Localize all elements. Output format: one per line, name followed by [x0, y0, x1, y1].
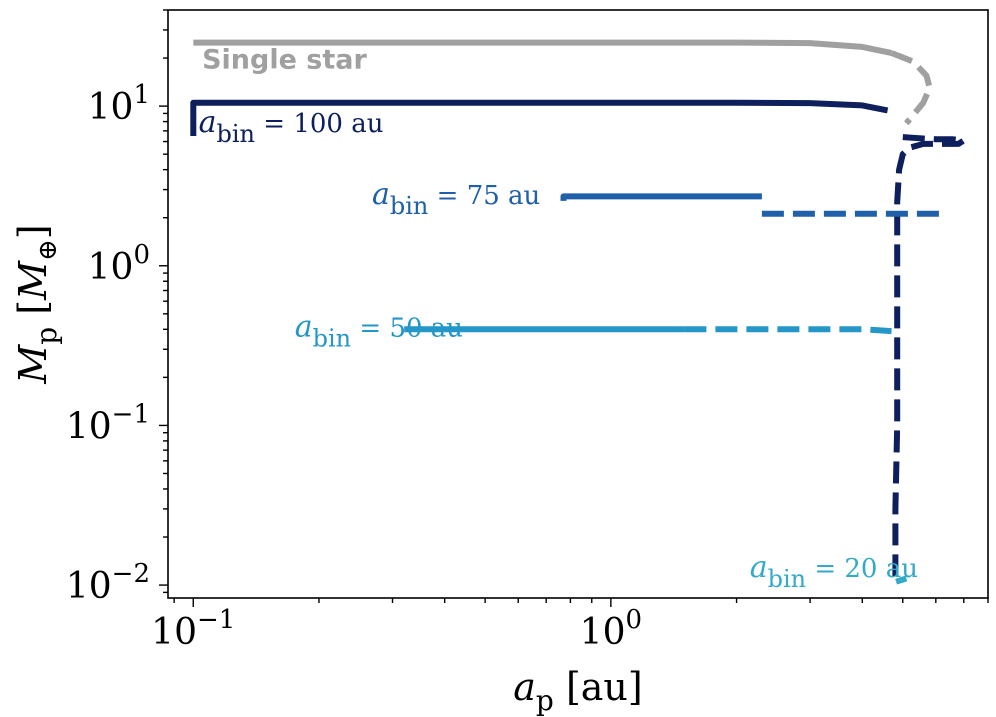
x-tick-label: 100 — [580, 605, 642, 653]
plot-frame — [167, 9, 989, 599]
y-tick-label: 10−1 — [66, 399, 150, 447]
series-1-label: abin = 100 au — [199, 105, 384, 148]
y-tick-label: 100 — [88, 240, 150, 288]
series-4-label: abin = 20 au — [750, 550, 918, 593]
y-tick-label: 101 — [88, 80, 150, 128]
series-2-label: abin = 75 au — [372, 177, 540, 220]
series-0-label: Single star — [202, 45, 367, 76]
series-label-layer: Single star abin = 100 au abin = 75 au abin… — [199, 45, 918, 594]
series-3-dashed-line — [684, 326, 892, 335]
x-axis-label: ap [au] — [513, 665, 642, 717]
series-4-solid-line — [895, 575, 908, 585]
series-1-solid-line — [190, 99, 889, 136]
y-tick-label: 10−2 — [66, 559, 150, 607]
y-axis-label: Mp [M⊕] — [11, 224, 63, 384]
series-0-dashed-line — [890, 50, 933, 126]
series-layer — [190, 39, 967, 585]
x-tick-label: 10−1 — [151, 605, 235, 653]
series-2-solid-line — [560, 193, 762, 201]
series-3-label: abin = 50 au — [295, 310, 463, 353]
series-1-dashed-line — [892, 134, 967, 582]
series-0-solid-line — [193, 39, 893, 56]
